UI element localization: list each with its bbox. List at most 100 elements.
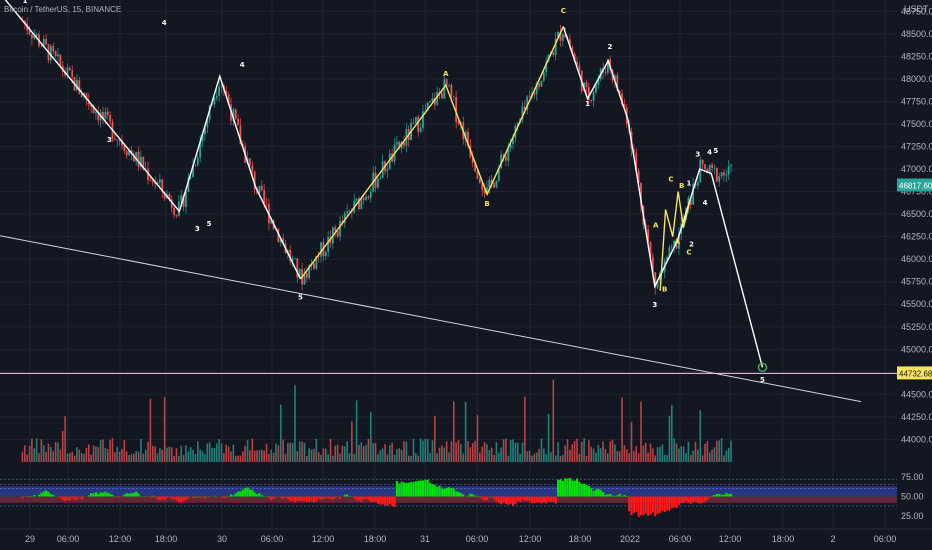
candle-body — [71, 70, 74, 78]
osc-bar — [438, 485, 441, 497]
candle-body — [561, 34, 564, 41]
volume-bar — [455, 442, 457, 462]
volume-bar — [106, 448, 109, 462]
volume-bar — [578, 453, 581, 462]
candle-body — [367, 196, 370, 198]
volume-bar — [367, 438, 370, 462]
volume-bar — [694, 441, 697, 462]
volume-bar — [514, 442, 517, 462]
osc-bar — [293, 496, 297, 503]
osc-bar — [201, 496, 204, 498]
osc-bar — [180, 496, 183, 503]
osc-bar — [123, 494, 126, 497]
candle-body — [185, 192, 187, 207]
osc-bar — [604, 494, 607, 497]
volume-bar — [178, 455, 180, 462]
osc-bar — [177, 496, 180, 503]
volume-bar — [372, 443, 374, 462]
candle-body — [118, 139, 121, 141]
osc-bar — [504, 496, 508, 504]
candle-body — [263, 190, 266, 204]
candle-body — [303, 273, 306, 285]
osc-bar — [450, 488, 453, 497]
osc-bar — [668, 496, 671, 511]
osc-bar — [38, 494, 41, 497]
volume-bar — [64, 416, 66, 462]
volume-bar — [92, 445, 95, 462]
volume-bar — [313, 448, 315, 462]
volume-bar — [180, 445, 183, 462]
volume-bar — [57, 442, 59, 462]
candle-body — [130, 149, 133, 154]
candle-body — [213, 97, 216, 105]
osc-bar — [286, 496, 289, 500]
osc-bar — [440, 488, 444, 497]
volume-bar — [187, 451, 190, 462]
volume-bar — [699, 410, 702, 462]
candle-body — [187, 177, 190, 193]
osc-bar — [346, 494, 349, 497]
candle-body — [656, 279, 659, 288]
wave-label: 1 — [686, 179, 691, 187]
volume-bar — [339, 453, 341, 462]
time-tick-4: 30 — [217, 534, 227, 544]
candle-body — [249, 158, 251, 166]
candle-body — [457, 122, 460, 124]
osc-bar — [125, 493, 128, 497]
candle-body — [116, 139, 119, 141]
osc-bar — [583, 483, 586, 497]
candle-body — [507, 148, 510, 161]
osc-bar — [165, 496, 169, 498]
candle-body — [538, 83, 540, 87]
time-tick-3: 18:00 — [155, 534, 178, 544]
time-axis[interactable]: 29 06:00 12:00 18:00 30 06:00 12:00 18:00 31 06:0… — [0, 528, 932, 544]
osc-bar — [388, 496, 391, 505]
osc-bar — [687, 496, 690, 503]
volume-bar — [730, 440, 732, 462]
candle-body — [339, 220, 341, 237]
volume-bar — [436, 453, 438, 462]
volume-bar — [533, 453, 536, 462]
candle-body — [571, 47, 574, 54]
osc-bar — [400, 481, 403, 497]
candle-body — [706, 168, 709, 173]
volume-bar — [415, 453, 417, 462]
osc-bar — [433, 484, 436, 497]
wave-label: A — [443, 70, 449, 78]
osc-bar — [545, 496, 548, 504]
volume-bar — [519, 453, 521, 462]
candle-body — [386, 169, 389, 172]
volume-bar — [566, 439, 569, 462]
osc-bar — [466, 495, 470, 497]
currency-label: USDT — [904, 4, 929, 14]
osc-bar — [692, 496, 695, 503]
volume-bar — [246, 440, 249, 462]
osc-bar — [203, 496, 207, 499]
osc-bar — [61, 496, 64, 500]
volume-bar — [711, 449, 713, 462]
candle-body — [346, 211, 349, 214]
osc-bar — [296, 496, 299, 502]
volume-bar — [559, 455, 562, 462]
volume-bar — [298, 441, 301, 462]
osc-bar — [606, 494, 609, 497]
volume-bar — [486, 444, 488, 462]
volume-bar — [526, 451, 529, 462]
price-axis[interactable]: 44000.0044250.0044500.0044750.0045000.00… — [897, 6, 932, 521]
osc-bar — [618, 493, 621, 497]
volume-bar — [388, 445, 391, 462]
osc-bar — [329, 496, 332, 499]
candle-body — [431, 97, 434, 102]
volume-bar — [701, 455, 704, 462]
candle-body — [168, 194, 171, 200]
candle-body — [336, 231, 339, 237]
candle-body — [521, 106, 524, 119]
osc-bar — [421, 480, 425, 497]
volume-bar — [580, 441, 583, 462]
volume-bar — [479, 452, 481, 462]
candle-body — [493, 182, 495, 188]
volume-bar — [249, 450, 251, 462]
volume-bar — [516, 442, 519, 462]
osc-bar — [507, 496, 510, 505]
